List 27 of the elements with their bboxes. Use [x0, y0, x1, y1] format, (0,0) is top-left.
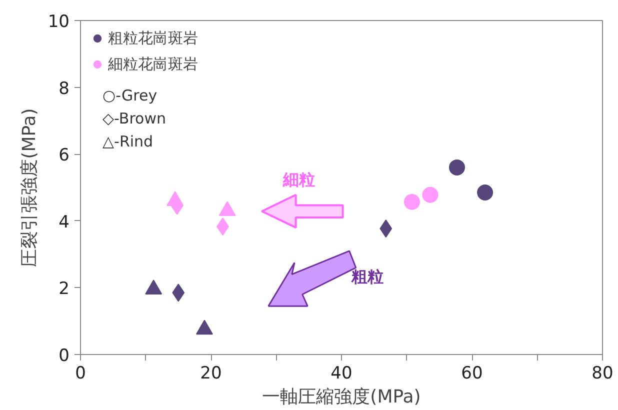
y-axis-title: 圧裂引張強度(MPa)	[18, 108, 40, 267]
x-tick-label: 20	[200, 364, 222, 384]
point	[380, 220, 392, 238]
y-tick-label: 8	[58, 78, 70, 99]
annotation: ○-Grey	[102, 86, 158, 104]
annotation: △-Rind	[102, 132, 154, 150]
x-axis-title: 一軸圧縮強度(MPa)	[262, 386, 421, 408]
annotation: 細粒	[282, 170, 315, 190]
point	[477, 184, 494, 200]
point	[422, 186, 438, 203]
y-tick-label: 0	[58, 346, 70, 366]
annotation: 粗粒	[350, 267, 384, 286]
x-tick-label: 80	[592, 364, 614, 384]
y-tick-label: 6	[58, 146, 70, 166]
y-tick-label: 2	[58, 279, 70, 300]
point	[145, 280, 162, 294]
legend-label: 粗粒花崗斑岩	[108, 28, 198, 48]
point	[404, 194, 420, 210]
y-tick-label: 4	[58, 212, 70, 232]
legend-label: 細粒花崗斑岩	[108, 54, 198, 74]
x-tick-label: 60	[461, 364, 483, 384]
x-tick-label: 40	[330, 364, 352, 384]
point	[196, 320, 213, 335]
annotation: ◇-Brown	[102, 110, 166, 128]
y-tick-label: 10	[48, 12, 70, 32]
point	[448, 159, 465, 176]
x-tick-label: 0	[75, 364, 86, 384]
